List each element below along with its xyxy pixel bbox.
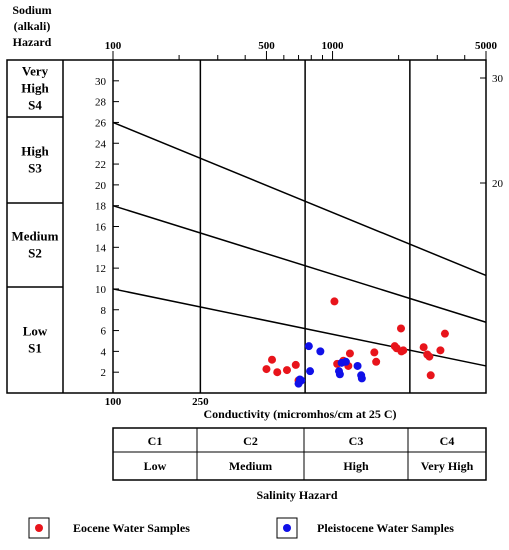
- eocene-sample-point: [273, 368, 282, 377]
- eocene-sample-point: [399, 346, 408, 355]
- salinity-hazard-title: Salinity Hazard: [256, 488, 337, 502]
- hazard-line-0: [112, 121, 487, 277]
- legend-pleistocene-label: Pleistocene Water Samples: [317, 521, 454, 535]
- top-tick-label: 1000: [322, 40, 345, 52]
- y-tick-label: 4: [101, 346, 107, 358]
- y-tick-label: 12: [95, 263, 106, 275]
- eocene-sample-point: [282, 366, 291, 375]
- y-tick-label: 10: [95, 284, 107, 296]
- y-axis-title-line-1: Sodium: [12, 3, 51, 17]
- sodium-class-labels: Very High S4 High S3 Medium S2 Low S1: [12, 64, 59, 356]
- sodium-class-label: Very: [22, 64, 49, 79]
- y-axis-title-line-2: (alkali): [14, 19, 51, 33]
- y-tick-label: 30: [95, 76, 107, 88]
- salinity-class-code: C1: [148, 434, 163, 448]
- top-tick-label: 500: [258, 40, 275, 52]
- data-points: [262, 297, 449, 388]
- sodium-class-label: Low: [23, 324, 48, 339]
- hazard-line-1: [112, 204, 487, 323]
- salinity-hazard-table: C1 Low C2 Medium C3 High C4 Very High: [112, 427, 487, 481]
- pleistocene-sample-point: [357, 374, 366, 383]
- salinity-class-name: High: [343, 459, 369, 473]
- conductivity-class-lines: [199, 60, 411, 393]
- eocene-sample-point: [330, 297, 339, 306]
- salinity-table-border: [112, 427, 487, 481]
- eocene-sample-point: [436, 346, 445, 355]
- pleistocene-sample-point: [316, 347, 325, 356]
- eocene-sample-point: [291, 360, 300, 369]
- sodium-class-label: S1: [28, 341, 42, 356]
- sodium-class-label: S3: [28, 161, 42, 176]
- eocene-sample-point: [426, 371, 435, 380]
- eocene-sample-point: [396, 324, 405, 333]
- eocene-sample-point: [372, 357, 381, 366]
- salinity-class-name: Very High: [421, 459, 474, 473]
- legend-eocene-marker: [35, 524, 43, 532]
- sodium-class-label: S4: [28, 98, 42, 113]
- y-tick-label: 6: [101, 326, 107, 338]
- eocene-sample-point: [419, 343, 428, 352]
- pleistocene-sample-point: [306, 367, 315, 376]
- sodium-class-label: High: [21, 81, 49, 96]
- right-tick-label: 30: [492, 73, 504, 85]
- y-tick-label: 26: [95, 117, 107, 129]
- top-tick-label: 100: [105, 40, 122, 52]
- y-tick-label: 8: [101, 305, 107, 317]
- y-tick-label: 20: [95, 180, 107, 192]
- eocene-sample-point: [425, 352, 434, 361]
- y-tick-label: 24: [95, 138, 107, 150]
- pleistocene-sample-point: [335, 370, 344, 379]
- y-tick-label: 2: [101, 367, 107, 379]
- bottom-tick-label: 250: [192, 396, 209, 408]
- top-tick-label: 5000: [475, 40, 498, 52]
- pleistocene-sample-point: [297, 376, 306, 385]
- salinity-class-name: Medium: [229, 459, 272, 473]
- legend: Eocene Water Samples Pleistocene Water S…: [28, 517, 454, 539]
- eocene-sample-point: [345, 349, 354, 358]
- hazard-lines: [112, 121, 487, 367]
- salinity-class-code: C3: [349, 434, 364, 448]
- pleistocene-sample-point: [304, 342, 313, 351]
- x-axis-title: Conductivity (micromhos/cm at 25 C): [203, 407, 396, 421]
- salinity-class-name: Low: [144, 459, 167, 473]
- y-tick-label: 16: [95, 222, 107, 234]
- eocene-sample-point: [268, 355, 277, 364]
- right-tick-label: 20: [492, 178, 504, 190]
- legend-eocene-label: Eocene Water Samples: [73, 521, 190, 535]
- eocene-sample-point: [262, 365, 271, 374]
- chart-frame: [6, 59, 487, 394]
- y-axis-title-line-3: Hazard: [13, 35, 52, 49]
- bottom-tick-label: 100: [105, 396, 122, 408]
- sodium-class-label: High: [21, 144, 49, 159]
- y-tick-label: 28: [95, 97, 107, 109]
- legend-pleistocene-marker: [283, 524, 291, 532]
- pleistocene-sample-point: [353, 361, 362, 370]
- sodium-class-label: S2: [28, 246, 42, 261]
- salinity-class-code: C2: [243, 434, 258, 448]
- pleistocene-sample-point: [341, 357, 350, 366]
- y-tick-label: 18: [95, 201, 107, 213]
- eocene-sample-point: [440, 329, 449, 338]
- salinity-class-code: C4: [440, 434, 455, 448]
- plot-border: [6, 59, 487, 394]
- y-tick-label: 22: [95, 159, 106, 171]
- eocene-sample-point: [370, 348, 379, 357]
- y-tick-label: 14: [95, 242, 107, 254]
- sodium-class-label: Medium: [12, 229, 59, 244]
